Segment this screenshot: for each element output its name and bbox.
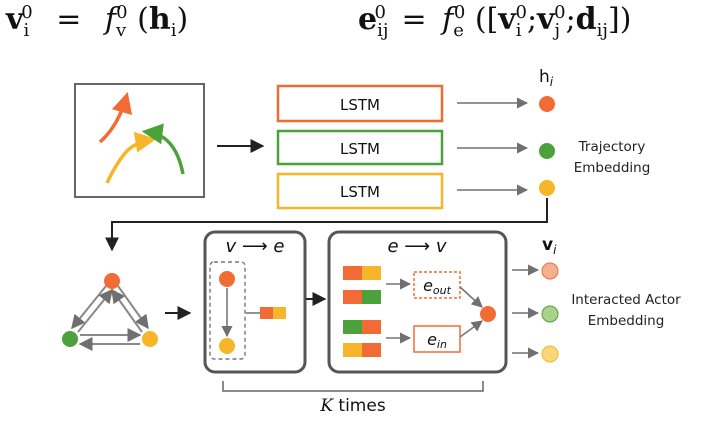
lstm-label: LSTM [340, 140, 380, 158]
e-to-v-panel: e ⟶ v eout ein [327, 230, 508, 374]
v-i-label: vi [542, 235, 557, 257]
dashed-node-pair [209, 261, 246, 360]
embedding-node-yellow [539, 180, 555, 196]
edge-feature-orange [343, 290, 362, 304]
trajectory-input-panel [74, 83, 205, 198]
k-times-label: K times [319, 396, 386, 416]
embedding-node-green [539, 143, 555, 159]
actor-graph [62, 273, 158, 351]
interacted-node-orange [541, 262, 559, 280]
interacted-embedding-label: Interacted Actor [571, 292, 681, 308]
v-to-e-panel: v ⟶ e [203, 230, 307, 374]
embedding-node-orange [539, 96, 555, 112]
edge-feature-orange [260, 307, 273, 319]
lstm-stack: LSTM LSTM LSTM [276, 84, 444, 210]
embedding-to-graph-connector [105, 198, 548, 252]
interacted-node-yellow [541, 345, 559, 363]
e-in-label: ein [427, 330, 447, 351]
graph-node-orange [104, 273, 120, 289]
edge-feature-green [343, 320, 362, 334]
graph-edge [77, 288, 113, 333]
edge-feature-yellow [362, 266, 381, 280]
lstm-label: LSTM [340, 96, 380, 114]
orange-trajectory [98, 91, 133, 144]
lstm-box-green [276, 129, 444, 166]
edge-feature-green [362, 290, 381, 304]
e-in-to-node-arrow [459, 320, 483, 338]
e-out-to-node-arrow [459, 286, 483, 308]
lstm-box-yellow [276, 172, 444, 210]
edge-feature-yellow [343, 343, 362, 357]
edge-feature-orange [343, 266, 362, 280]
graph-edge [71, 285, 107, 330]
interacted-embedding-label: Embedding [588, 313, 665, 329]
edge-feature-orange [362, 343, 381, 357]
v2e-node-yellow [219, 338, 235, 354]
graph-edge [117, 285, 149, 330]
input-frame [74, 83, 205, 198]
aggregated-node-orange [480, 306, 496, 322]
e-out-label: eout [423, 276, 452, 297]
v-to-e-title: v ⟶ e [226, 236, 285, 257]
trajectory-embedding-label: Trajectory [578, 139, 646, 155]
h-i-label: hi [539, 67, 554, 89]
e-out-box [413, 271, 461, 299]
interacted-node-green [541, 305, 559, 323]
graph-node-yellow [142, 331, 158, 347]
edge-feature-orange [362, 320, 381, 334]
green-trajectory [141, 123, 185, 175]
trajectory-embedding-label: Embedding [574, 160, 651, 176]
e-in-box [413, 325, 461, 353]
v2e-node-orange [219, 271, 235, 287]
edge-init-equation: eij0 = fe0 ([vi0;vj0;dij]) [358, 2, 632, 41]
edge-feature-yellow [273, 307, 286, 319]
lstm-box-orange [276, 84, 444, 123]
e-to-v-title: e ⟶ v [388, 236, 447, 257]
graph-node-green [62, 331, 78, 347]
graph-edge [111, 288, 143, 333]
lstm-label: LSTM [340, 183, 380, 201]
node-init-equation: vi0 = fv0 (hi) [6, 2, 189, 41]
k-times-bracket [222, 381, 484, 392]
